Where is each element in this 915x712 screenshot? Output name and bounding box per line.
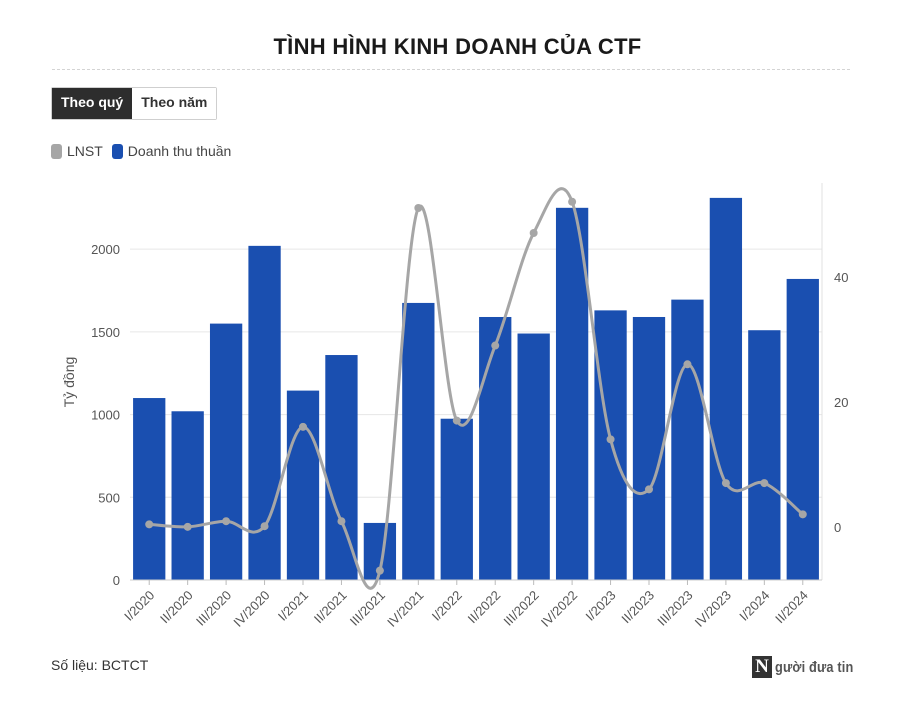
revenue-bar [671,299,704,580]
revenue-bar [171,411,204,580]
legend-swatch-revenue [111,143,123,159]
x-tick-label: I/2022 [429,588,465,624]
legend-item-revenue[interactable]: Doanh thu thuần [111,143,232,159]
profit-point [299,422,307,431]
x-tick-label: I/2021 [275,588,311,624]
x-tick-label: II/2021 [311,588,350,627]
x-tick-label: IV/2022 [538,588,580,630]
x-tick-label: IV/2023 [692,588,734,630]
x-tick-label: I/2020 [121,588,157,624]
revenue-bar [632,316,666,580]
source-note: Số liệu: BCTCT [51,657,149,673]
y-tick-label: 500 [98,490,120,505]
x-tick-label: IV/2020 [230,588,272,630]
profit-point [568,197,577,206]
publisher-logo: N gười đưa tin [752,656,867,678]
legend-item-lnst[interactable]: LNST [51,143,103,159]
revenue-bar [402,302,435,580]
profit-point [491,341,500,350]
revenue-bar [517,333,550,580]
chart-title: TÌNH HÌNH KINH DOANH CỦA CTF [273,34,642,59]
profit-point [798,510,807,519]
revenue-bar [133,398,166,580]
revenue-bar [555,207,589,580]
revenue-bar [209,323,243,580]
y-tick-label: 1500 [91,325,120,340]
period-tabs: Theo quý Theo năm [51,87,218,120]
x-tick-label: III/2022 [501,588,542,629]
chart-legend: LNST Doanh thu thuần [51,143,240,159]
y-tick-label: 0 [113,573,120,588]
x-tick-label: III/2021 [347,588,388,629]
tab-yearly[interactable]: Theo năm [132,88,217,119]
tab-quarterly[interactable]: Theo quý [52,88,133,119]
revenue-bar [594,310,627,580]
revenue-bar [286,390,320,580]
x-tick-label: II/2020 [157,588,196,627]
revenue-bar [440,418,473,580]
y2-tick-label: 20 [834,395,848,410]
y-tick-label: 1000 [91,408,120,423]
x-tick-label: II/2022 [465,588,504,627]
profit-point [529,229,538,238]
y-axis-title: Tỷ đồng [61,357,77,408]
profit-point [452,416,461,425]
y-tick-label: 2000 [91,242,120,257]
y2-tick-label: 40 [834,270,848,285]
revenue-bar [479,316,512,580]
legend-label-lnst: LNST [67,143,103,159]
profit-point [645,485,653,494]
profit-point [606,435,615,444]
profit-point [721,479,730,488]
x-tick-label: II/2023 [618,588,657,627]
profit-line [149,187,804,590]
profit-point [183,522,192,531]
x-tick-label: I/2024 [736,588,772,624]
logo-mark: N [752,656,772,678]
legend-label-revenue: Doanh thu thuần [127,143,232,159]
x-tick-label: III/2020 [193,588,234,629]
x-tick-label: II/2024 [772,588,811,627]
profit-point [337,517,346,526]
profit-point [222,517,231,526]
profit-point [683,360,692,369]
x-tick-label: I/2023 [583,588,619,624]
x-tick-label: IV/2021 [384,588,426,630]
revenue-bar [709,197,743,580]
revenue-bar [748,330,781,580]
profit-point [260,522,269,531]
y2-tick-label: 0 [834,520,841,535]
title-divider [52,69,850,70]
revenue-bar [325,355,358,580]
profit-point [414,204,423,213]
x-tick-label: III/2023 [654,588,695,629]
legend-swatch-lnst [51,143,62,159]
revenue-bar [786,278,819,580]
profit-point [145,520,154,529]
profit-point [375,566,384,575]
profit-point [760,479,769,488]
logo-text: gười đưa tin [775,658,854,676]
